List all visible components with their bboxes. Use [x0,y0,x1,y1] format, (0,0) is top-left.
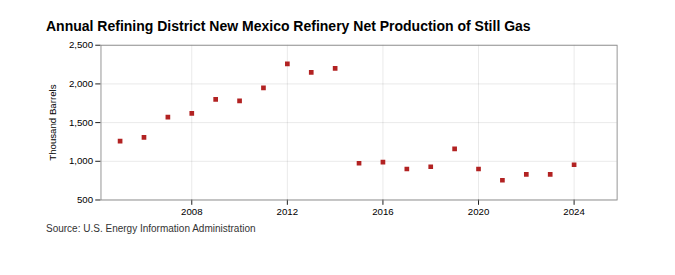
html-text:Source: U.S. Energy Informatio: Source: U.S. Energy Information Administ… [46,223,256,235]
html-text:Annual Refining District New M: Annual Refining District New Mexico Refi… [46,18,531,34]
svg-text:2024: 2024 [563,206,585,217]
svg-text:2,500: 2,500 [69,39,93,50]
svg-text:500: 500 [77,194,93,205]
svg-text:2012: 2012 [277,206,298,217]
svg-text:2008: 2008 [181,206,202,217]
svg-text:2016: 2016 [372,206,393,217]
svg-text:2,000: 2,000 [69,78,93,89]
svg-text:2020: 2020 [468,206,489,217]
svg-text:1,000: 1,000 [69,155,93,166]
svg-text:Thousand Barrels: Thousand Barrels [47,84,58,160]
svg-text:1,500: 1,500 [69,117,93,128]
